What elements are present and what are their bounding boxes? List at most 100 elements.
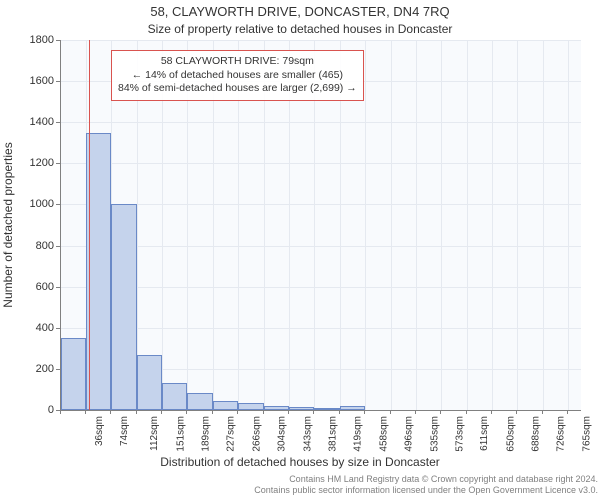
histogram-bar (187, 393, 213, 410)
y-tick-mark (56, 204, 60, 205)
x-tick-label: 458sqm (379, 416, 390, 452)
grid-line-v (416, 40, 417, 410)
grid-line-h (61, 287, 581, 288)
x-tick-label: 304sqm (277, 416, 288, 452)
x-tick-mark (161, 410, 162, 414)
y-axis-label: Number of detached properties (1, 142, 15, 307)
x-tick-label: 726sqm (556, 416, 567, 452)
x-tick-mark (212, 410, 213, 414)
chart-container: 58, CLAYWORTH DRIVE, DONCASTER, DN4 7RQ … (0, 0, 600, 500)
x-tick-label: 650sqm (506, 416, 517, 452)
x-tick-mark (491, 410, 492, 414)
histogram-bar (213, 401, 238, 410)
annotation-line3: 84% of semi-detached houses are larger (… (118, 82, 357, 94)
x-tick-mark (186, 410, 187, 414)
y-tick-mark (56, 81, 60, 82)
annotation-line2: ← 14% of detached houses are smaller (46… (132, 69, 343, 81)
y-tick-mark (56, 163, 60, 164)
x-tick-label: 535sqm (430, 416, 441, 452)
x-tick-mark (415, 410, 416, 414)
grid-line-h (61, 163, 581, 164)
x-tick-label: 765sqm (582, 416, 593, 452)
histogram-bar (111, 204, 137, 410)
x-tick-mark (110, 410, 111, 414)
y-tick-label: 200 (14, 363, 54, 375)
y-tick-mark (56, 287, 60, 288)
x-tick-label: 496sqm (404, 416, 415, 452)
grid-line-v (492, 40, 493, 410)
footer-text: Contains HM Land Registry data © Crown c… (0, 474, 600, 496)
histogram-bar (61, 338, 86, 410)
grid-line-h (61, 328, 581, 329)
grid-line-h (61, 40, 581, 41)
y-tick-label: 1000 (14, 198, 54, 210)
annotation-line1: 58 CLAYWORTH DRIVE: 79sqm (161, 55, 314, 67)
plot-area: 58 CLAYWORTH DRIVE: 79sqm ← 14% of detach… (60, 40, 581, 411)
x-tick-mark (466, 410, 467, 414)
histogram-bar (340, 406, 365, 410)
histogram-bar (162, 383, 187, 410)
y-tick-mark (56, 328, 60, 329)
y-tick-label: 400 (14, 322, 54, 334)
x-tick-label: 227sqm (226, 416, 237, 452)
y-tick-label: 1800 (14, 34, 54, 46)
x-tick-label: 611sqm (479, 416, 490, 451)
x-tick-mark (85, 410, 86, 414)
x-tick-mark (60, 410, 61, 414)
grid-line-v (568, 40, 569, 410)
x-tick-label: 74sqm (119, 416, 130, 446)
x-tick-label: 573sqm (455, 416, 466, 452)
x-tick-mark (390, 410, 391, 414)
y-tick-label: 600 (14, 281, 54, 293)
title-sub: Size of property relative to detached ho… (0, 22, 600, 36)
grid-line-v (365, 40, 366, 410)
histogram-bar (289, 407, 314, 410)
histogram-bar (264, 406, 289, 410)
y-tick-mark (56, 122, 60, 123)
grid-line-h (61, 246, 581, 247)
x-tick-label: 688sqm (531, 416, 542, 452)
x-tick-mark (313, 410, 314, 414)
footer-line1: Contains HM Land Registry data © Crown c… (289, 474, 598, 484)
y-tick-label: 800 (14, 240, 54, 252)
x-tick-label: 381sqm (328, 416, 339, 452)
x-tick-mark (136, 410, 137, 414)
x-tick-mark (516, 410, 517, 414)
y-tick-label: 0 (14, 404, 54, 416)
histogram-bar (137, 355, 162, 411)
grid-line-v (467, 40, 468, 410)
histogram-bar (314, 408, 340, 410)
x-tick-mark (364, 410, 365, 414)
x-axis-label: Distribution of detached houses by size … (0, 455, 600, 469)
grid-line-h (61, 122, 581, 123)
reference-line (89, 40, 90, 410)
x-tick-label: 343sqm (303, 416, 314, 452)
x-tick-mark (542, 410, 543, 414)
x-tick-mark (440, 410, 441, 414)
grid-line-v (441, 40, 442, 410)
y-tick-mark (56, 40, 60, 41)
y-tick-label: 1600 (14, 75, 54, 87)
annotation-box: 58 CLAYWORTH DRIVE: 79sqm ← 14% of detach… (111, 50, 364, 101)
x-tick-mark (263, 410, 264, 414)
x-tick-label: 112sqm (149, 416, 160, 451)
y-tick-label: 1200 (14, 157, 54, 169)
x-tick-mark (288, 410, 289, 414)
x-tick-mark (237, 410, 238, 414)
x-tick-mark (339, 410, 340, 414)
title-main: 58, CLAYWORTH DRIVE, DONCASTER, DN4 7RQ (0, 4, 600, 19)
y-tick-mark (56, 246, 60, 247)
footer-line2: Contains public sector information licen… (254, 485, 598, 495)
y-tick-label: 1400 (14, 116, 54, 128)
grid-line-h (61, 204, 581, 205)
x-tick-label: 266sqm (252, 416, 263, 452)
x-tick-mark (567, 410, 568, 414)
grid-line-v (391, 40, 392, 410)
x-tick-label: 36sqm (94, 416, 105, 446)
x-tick-label: 151sqm (176, 416, 187, 452)
grid-line-v (543, 40, 544, 410)
grid-line-v (517, 40, 518, 410)
x-tick-label: 189sqm (201, 416, 212, 452)
y-tick-mark (56, 369, 60, 370)
histogram-bar (238, 403, 264, 410)
